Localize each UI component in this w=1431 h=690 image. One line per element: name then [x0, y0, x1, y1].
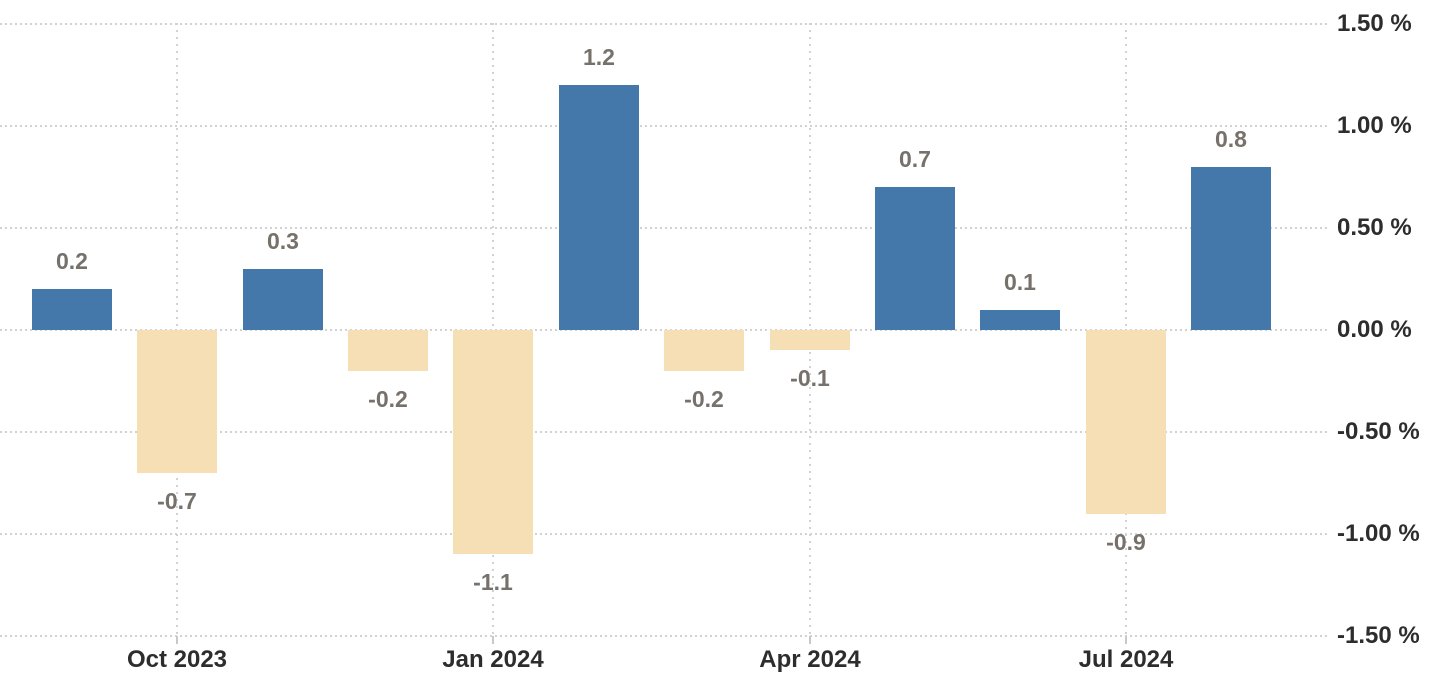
v-gridline: [1125, 23, 1127, 636]
bar-jun-2024[interactable]: [980, 310, 1060, 330]
bar-nov-2023[interactable]: [243, 269, 323, 330]
x-axis-tick-label: Oct 2023: [126, 646, 228, 673]
y-axis-tick-label: -1.50 %: [1337, 622, 1420, 649]
h-gridline: [0, 329, 1327, 331]
v-gridline: [492, 23, 494, 636]
bar-value-label: -0.2: [684, 386, 724, 412]
bar-value-label: -0.7: [157, 488, 197, 514]
bar-apr-2024[interactable]: [770, 330, 850, 350]
bar-value-label: -0.1: [790, 365, 830, 391]
bar-feb-2024[interactable]: [559, 85, 639, 330]
y-axis-tick-label: 0.00 %: [1337, 316, 1412, 343]
bar-jan-2024[interactable]: [453, 330, 533, 554]
x-axis-tick-mark: [1125, 636, 1127, 644]
h-gridline: [0, 635, 1327, 637]
bar-dec-2023[interactable]: [348, 330, 428, 371]
h-gridline: [0, 431, 1327, 433]
bar-may-2024[interactable]: [875, 187, 955, 330]
y-axis-tick-label: -1.00 %: [1337, 520, 1420, 547]
h-gridline: [0, 23, 1327, 25]
bar-value-label: 0.3: [267, 228, 299, 254]
x-axis-tick-mark: [176, 636, 178, 644]
bar-aug-2024[interactable]: [1191, 167, 1271, 330]
bar-sep-2023[interactable]: [32, 289, 112, 330]
bar-jul-2024[interactable]: [1086, 330, 1166, 514]
bar-value-label: -1.1: [473, 569, 513, 595]
bar-value-label: -0.2: [368, 386, 408, 412]
h-gridline: [0, 533, 1327, 535]
bar-value-label: -0.9: [1106, 529, 1146, 555]
y-axis-tick-label: 0.50 %: [1337, 214, 1412, 241]
bar-value-label: 1.2: [583, 44, 615, 70]
bar-mar-2024[interactable]: [664, 330, 744, 371]
bar-value-label: 0.7: [899, 146, 931, 172]
h-gridline: [0, 125, 1327, 127]
x-axis-tick-label: Apr 2024: [759, 646, 861, 673]
h-gridline: [0, 227, 1327, 229]
x-axis-tick-label: Jul 2024: [1078, 646, 1174, 673]
bar-value-label: 0.8: [1215, 126, 1247, 152]
x-axis-tick-label: Jan 2024: [442, 646, 544, 673]
y-axis-tick-label: 1.50 %: [1337, 10, 1412, 37]
v-gridline: [176, 23, 178, 636]
x-axis-tick-mark: [809, 636, 811, 644]
x-axis-tick-mark: [492, 636, 494, 644]
bar-value-label: 0.2: [56, 248, 88, 274]
v-gridline: [809, 23, 811, 636]
y-axis-tick-label: 1.00 %: [1337, 112, 1412, 139]
bar-oct-2023[interactable]: [137, 330, 217, 473]
y-axis-tick-label: -0.50 %: [1337, 418, 1420, 445]
bar-value-label: 0.1: [1004, 269, 1036, 295]
